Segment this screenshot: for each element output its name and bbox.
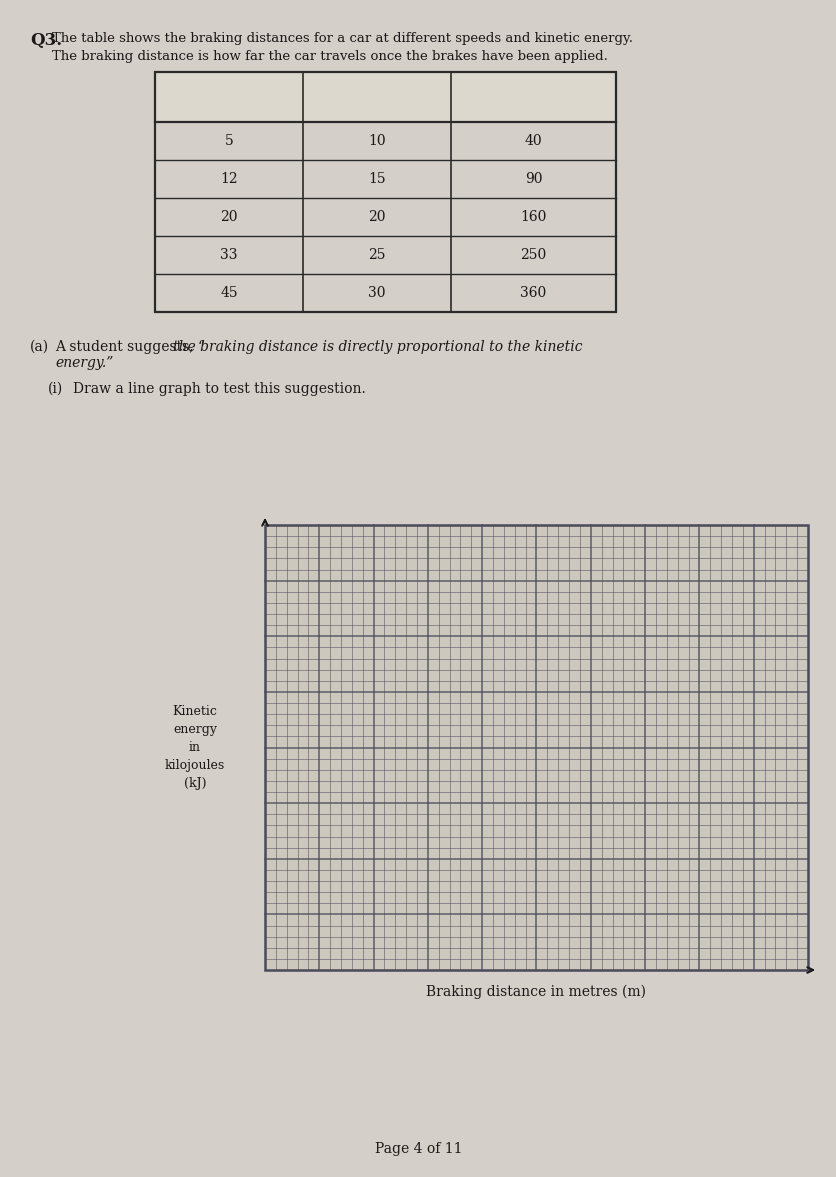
Text: 250: 250 (520, 248, 546, 262)
Text: 90: 90 (524, 172, 542, 186)
Text: 15: 15 (368, 172, 385, 186)
Text: Q3.: Q3. (30, 32, 62, 49)
Text: The table shows the braking distances for a car at different speeds and kinetic : The table shows the braking distances fo… (52, 32, 632, 45)
Text: the braking distance is directly proportional to the kinetic: the braking distance is directly proport… (172, 340, 581, 354)
Text: 25: 25 (368, 248, 385, 262)
Text: 360: 360 (520, 286, 546, 300)
Text: (a): (a) (30, 340, 49, 354)
Text: 10: 10 (368, 134, 385, 148)
Text: 33: 33 (220, 248, 237, 262)
Text: Braking
distance in m: Braking distance in m (179, 82, 278, 112)
Text: (i): (i) (48, 383, 64, 395)
Text: 20: 20 (220, 210, 237, 224)
Bar (265, 525, 807, 970)
Text: The braking distance is how far the car travels once the brakes have been applie: The braking distance is how far the car … (52, 49, 607, 64)
Text: 45: 45 (220, 286, 237, 300)
Text: energy.”: energy.” (55, 355, 113, 370)
Text: 20: 20 (368, 210, 385, 224)
Text: A student suggests, “: A student suggests, “ (55, 340, 205, 354)
Text: 160: 160 (520, 210, 546, 224)
Text: 30: 30 (368, 286, 385, 300)
Bar (155, 72, 615, 312)
Text: Page 4 of 11: Page 4 of 11 (375, 1142, 461, 1156)
Text: Kinetic energy of
car in kJ: Kinetic energy of car in kJ (469, 82, 597, 112)
Text: 12: 12 (220, 172, 237, 186)
Bar (155, 72, 615, 122)
Text: 5: 5 (224, 134, 233, 148)
Text: Kinetic
energy
in
kilojoules
(kJ): Kinetic energy in kilojoules (kJ) (165, 705, 225, 790)
Text: Braking distance in metres (m): Braking distance in metres (m) (426, 985, 645, 999)
Text: 40: 40 (524, 134, 542, 148)
Text: Draw a line graph to test this suggestion.: Draw a line graph to test this suggestio… (73, 383, 365, 395)
Text: Speed of car in
m/s: Speed of car in m/s (321, 82, 432, 112)
